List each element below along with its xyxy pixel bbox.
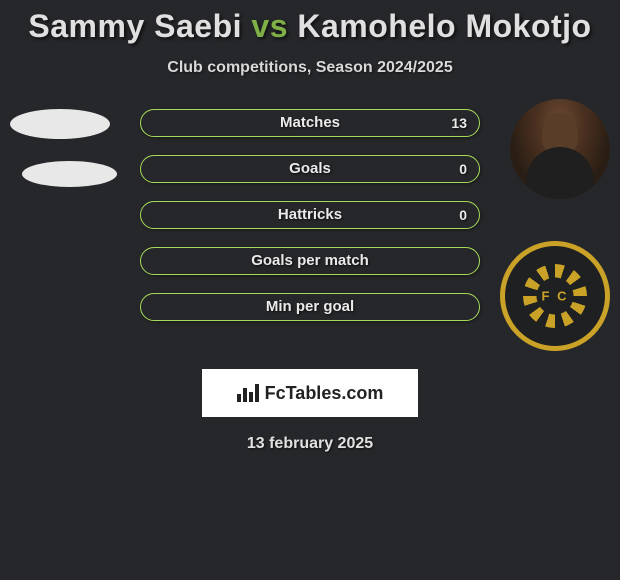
site-badge-text: FcTables.com: [265, 383, 384, 404]
stat-label: Goals: [141, 156, 479, 182]
stat-label: Hattricks: [141, 202, 479, 228]
stat-bar-min-per-goal: Min per goal: [140, 293, 480, 321]
stat-bar-goals-per-match: Goals per match: [140, 247, 480, 275]
site-badge[interactable]: FcTables.com: [202, 369, 418, 417]
club-badge-icon: [500, 241, 610, 351]
stats-area: Matches 13 Goals 0 Hattricks 0 Goals per…: [0, 109, 620, 369]
stat-label: Min per goal: [141, 294, 479, 320]
player2-avatar: [510, 99, 610, 199]
player1-name: Sammy Saebi: [28, 8, 242, 44]
stat-bars: Matches 13 Goals 0 Hattricks 0 Goals per…: [140, 109, 480, 339]
stat-value-right: 0: [459, 156, 467, 182]
stat-bar-goals: Goals 0: [140, 155, 480, 183]
stat-bar-matches: Matches 13: [140, 109, 480, 137]
chart-icon: [237, 384, 259, 402]
stat-value-right: 0: [459, 202, 467, 228]
avatar-placeholder-left-2: [22, 161, 117, 187]
stat-bar-hattricks: Hattricks 0: [140, 201, 480, 229]
stat-label: Goals per match: [141, 248, 479, 274]
vs-text: vs: [251, 8, 288, 44]
avatar-placeholder-left-1: [10, 109, 110, 139]
subtitle: Club competitions, Season 2024/2025: [0, 59, 620, 77]
date-text: 13 february 2025: [0, 435, 620, 453]
stat-value-right: 13: [451, 110, 467, 136]
stat-label: Matches: [141, 110, 479, 136]
page-title: Sammy Saebi vs Kamohelo Mokotjo: [0, 0, 620, 45]
player2-name: Kamohelo Mokotjo: [297, 8, 591, 44]
